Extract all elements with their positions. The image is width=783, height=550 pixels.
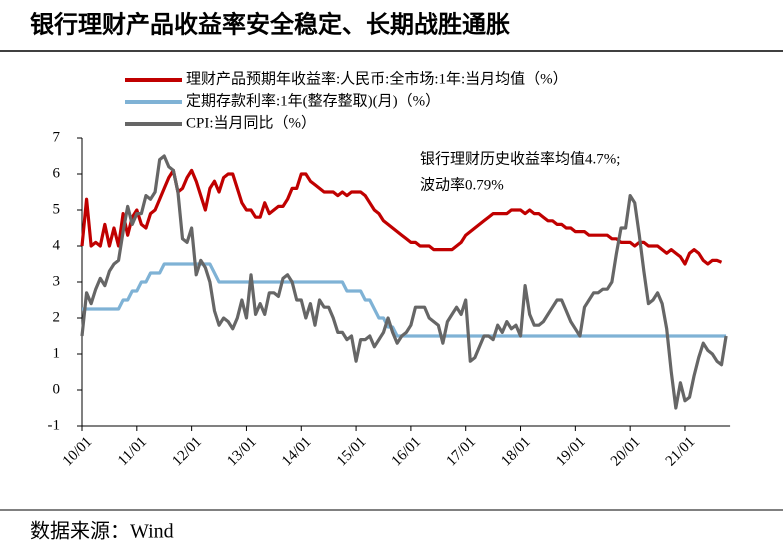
- y-tick-label: 4: [53, 237, 61, 253]
- source: 数据来源：Wind: [30, 520, 174, 543]
- x-tick-label: 10/01: [60, 434, 95, 469]
- x-tick-label: 16/01: [389, 434, 424, 469]
- legend-label: CPI:当月同比（%）: [186, 114, 316, 131]
- series-line: [82, 262, 727, 338]
- x-tick-label: 15/01: [334, 434, 369, 469]
- chart-title: 银行理财产品收益率安全稳定、长期战胜通胀: [30, 11, 510, 39]
- y-tick-label: 5: [53, 201, 61, 217]
- annotation: 银行理财历史收益率均值4.7%;: [420, 150, 620, 167]
- x-tick-label: 20/01: [608, 434, 643, 469]
- x-tick-label: 13/01: [224, 434, 259, 469]
- y-tick-label: 1: [53, 345, 61, 361]
- x-tick-label: 14/01: [279, 434, 314, 469]
- x-tick-label: 17/01: [443, 434, 478, 469]
- y-tick-label: 7: [53, 129, 61, 145]
- y-tick-label: 6: [53, 165, 61, 181]
- x-tick-label: 18/01: [498, 434, 533, 469]
- legend-label: 理财产品预期年收益率:人民币:全市场:1年:当月均值（%）: [186, 69, 568, 87]
- y-tick-label: 3: [53, 273, 61, 289]
- x-tick-label: 11/01: [115, 434, 150, 469]
- series-line: [80, 168, 723, 266]
- x-tick-label: 21/01: [663, 434, 698, 469]
- annotation: 波动率0.79%: [420, 176, 504, 193]
- legend-label: 定期存款利率:1年(整存整取)(月)（%）: [186, 92, 440, 109]
- x-tick-label: 12/01: [169, 434, 204, 469]
- x-tick-label: 19/01: [553, 434, 588, 469]
- y-tick-label: 2: [53, 309, 61, 325]
- y-tick-label: 0: [53, 381, 61, 397]
- series-line: [80, 154, 728, 410]
- y-tick-label: -1: [48, 417, 61, 433]
